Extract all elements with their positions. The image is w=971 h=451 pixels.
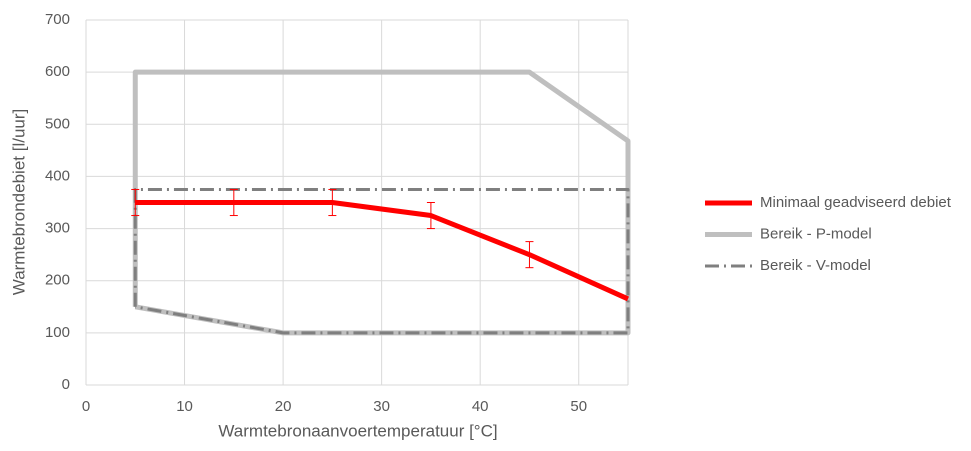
error-bar <box>525 241 534 269</box>
y-axis-title: Warmtebrondebiet [l/uur] <box>9 109 28 295</box>
error-bar <box>229 188 238 217</box>
x-tick-label: 40 <box>472 398 489 415</box>
y-tick-label: 400 <box>45 167 70 184</box>
x-axis-title: Warmtebronaanvoertemperatuur [°C] <box>218 421 497 440</box>
x-tick-label: 50 <box>570 398 587 415</box>
x-tick-label: 30 <box>373 398 390 415</box>
error-bar <box>328 188 337 217</box>
legend-label: Bereik - P-model <box>760 225 872 242</box>
series-line <box>135 200 630 302</box>
y-tick-label: 700 <box>45 11 70 28</box>
x-tick-label: 10 <box>176 398 193 415</box>
x-tick-label: 0 <box>82 398 90 415</box>
y-tick-label: 0 <box>62 376 70 393</box>
y-tick-label: 200 <box>45 272 70 289</box>
legend-label: Bereik - V-model <box>760 257 871 274</box>
y-tick-label: 500 <box>45 115 70 132</box>
error-bar <box>426 202 435 230</box>
error-bar <box>131 188 140 217</box>
legend-label: Minimaal geadviseerd debiet <box>760 194 952 211</box>
y-tick-label: 100 <box>45 324 70 341</box>
y-tick-label: 300 <box>45 220 70 237</box>
x-tick-label: 20 <box>275 398 292 415</box>
y-tick-label: 600 <box>45 63 70 80</box>
